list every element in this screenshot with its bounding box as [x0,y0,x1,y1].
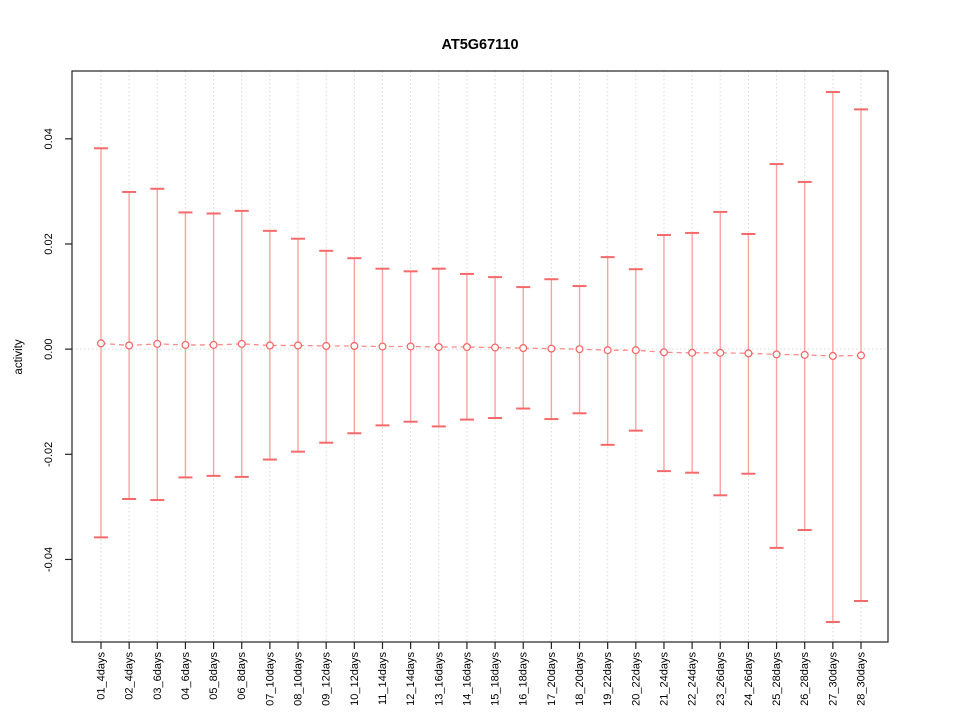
y-tick-label: -0.04 [43,547,55,572]
x-tick-label: 09_12days [321,652,333,706]
x-tick-label: 28_30days [856,652,868,706]
y-tick-label: -0.02 [43,442,55,467]
y-axis-label: activity [13,339,25,374]
x-tick-label: 07_10days [264,652,276,706]
mean-point [96,339,106,348]
mean-point [293,341,303,350]
x-tick-label: 13_16days [433,652,445,706]
x-tick-label: 12_14days [405,652,417,706]
mean-point [153,339,162,348]
x-tick-label: 08_10days [293,652,305,706]
mean-point [322,341,331,351]
x-tick-label: 25_28days [771,652,783,706]
y-tick-label: 0.00 [43,338,55,359]
x-tick-label: 04_6days [180,652,192,700]
mean-point [603,346,612,355]
mean-point [378,342,387,351]
mean-point [772,350,781,359]
x-tick-label: 19_22days [602,652,614,706]
x-tick-label: 10_12days [349,652,361,706]
x-tick-label: 26_28days [799,652,811,706]
mean-point [265,341,274,350]
chart-title: AT5G67110 [441,37,518,53]
mean-point [519,344,528,353]
x-tick-label: 17_20days [546,652,558,706]
x-tick-label: 06_8days [236,652,248,700]
x-tick-label: 23_26days [715,652,727,706]
mean-point [181,340,190,349]
x-tick-label: 02_4days [124,652,136,700]
mean-point [800,350,809,359]
mean-point [462,342,471,352]
mean-point [631,346,640,355]
x-tick-label: 05_8days [208,652,220,700]
mean-point [716,348,725,357]
x-tick-label: 24_26days [743,652,755,706]
mean-point [744,349,753,358]
mean-point [237,339,246,348]
mean-point [828,351,837,361]
x-tick-label: 18_20days [574,652,586,706]
x-tick-label: 20_22days [630,652,642,706]
x-tick-label: 15_18days [490,652,502,706]
mean-point [575,345,584,354]
x-tick-label: 21_24days [658,652,670,706]
mean-point [209,340,218,349]
x-tick-label: 01_4days [96,652,108,700]
x-tick-label: 11_14days [377,652,389,706]
x-tick-label: 22_24days [687,652,699,706]
x-tick-label: 03_6days [152,652,164,700]
mean-point [125,341,134,350]
mean-point [406,342,415,351]
mean-point [434,342,443,352]
plot-border [71,70,889,643]
mean-point [856,351,866,360]
y-tick-label: 0.02 [43,233,55,254]
mean-point [688,348,697,357]
y-tick-label: 0.04 [43,128,55,149]
mean-point [491,343,500,352]
x-tick-label: 27_30days [827,652,839,706]
mean-point [547,344,556,353]
mean-point [350,341,359,351]
plot-dynamic-layer: -0.04 -0.02 0.00 0.02 0.04 01_4days 02_4days 03… [43,70,889,706]
x-tick-label: 16_18days [518,652,530,706]
mean-point [659,348,669,357]
x-tick-label: 14_16days [461,652,473,706]
mean-dash-line [100,342,862,357]
